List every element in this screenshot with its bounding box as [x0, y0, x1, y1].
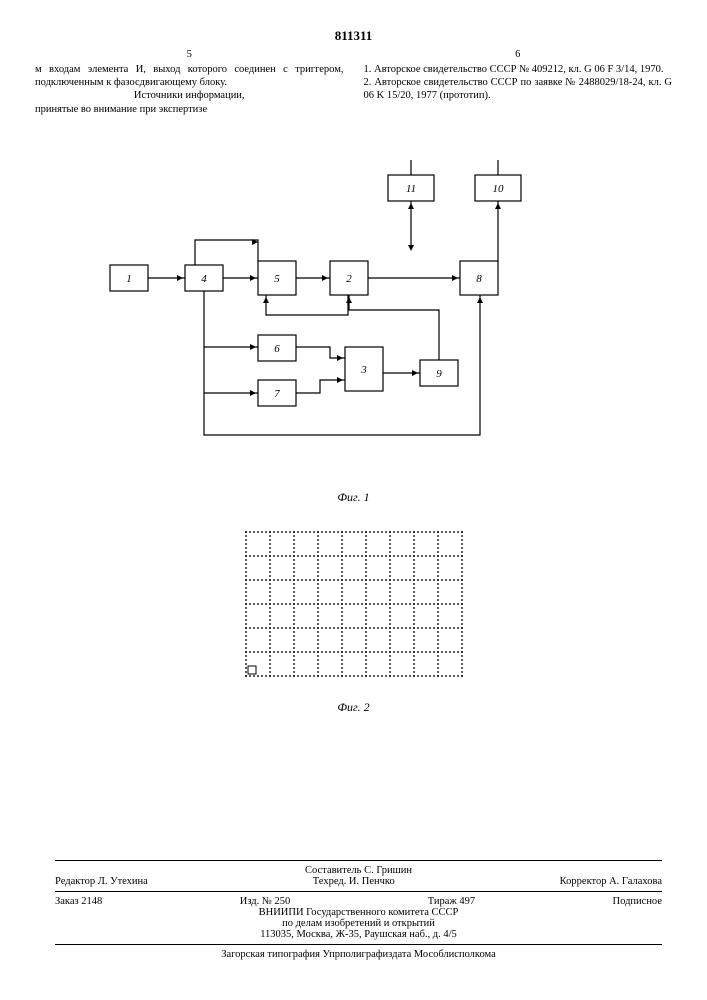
footer-block: Составитель С. Гришин Редактор Л. Утехин…	[55, 856, 662, 960]
footer-typography: Загорская типография Упрполиграфиздата М…	[55, 949, 662, 960]
svg-text:3: 3	[360, 364, 367, 376]
col-num-right: 6	[364, 48, 673, 61]
footer-subscription: Подписное	[613, 896, 662, 907]
document-number: 811311	[335, 28, 373, 44]
fig1-caption: Фиг. 1	[337, 490, 369, 505]
svg-text:4: 4	[201, 273, 207, 285]
left-text: м входам элемента И, выход которого соед…	[35, 64, 344, 88]
footer-compiler: Составитель С. Гришин	[55, 865, 662, 876]
svg-text:9: 9	[436, 368, 442, 380]
footer-edition: Изд. № 250	[240, 896, 291, 907]
footer-tech-editor: Техред. И. Пенчко	[313, 876, 395, 887]
footer-editor: Редактор Л. Утехина	[55, 876, 148, 887]
ref-1: 1. Авторское свидетельство СССР № 409212…	[364, 64, 664, 75]
svg-text:8: 8	[476, 273, 482, 285]
dotted-grid	[244, 530, 464, 678]
svg-text:7: 7	[274, 388, 280, 400]
right-column: 6 1. Авторское свидетельство СССР № 4092…	[364, 48, 673, 116]
footer-order: Заказ 2148	[55, 896, 102, 907]
text-columns: 5 м входам элемента И, выход которого со…	[35, 48, 672, 116]
left-column: 5 м входам элемента И, выход которого со…	[35, 48, 344, 116]
footer-corrector: Корректор А. Галахова	[560, 876, 662, 887]
block-diagram: 1 4 5 2 8 11 10 6 7 3 9	[0, 155, 707, 485]
sources-sub: принятые во внимание при экспертизе	[35, 104, 207, 115]
footer-address: 113035, Москва, Ж-35, Раушская наб., д. …	[55, 929, 662, 940]
footer-print-run: Тираж 497	[428, 896, 475, 907]
footer-org1: ВНИИПИ Государственного комитета СССР	[55, 907, 662, 918]
svg-text:2: 2	[346, 273, 352, 285]
col-num-left: 5	[35, 48, 344, 61]
svg-text:1: 1	[126, 273, 132, 285]
svg-text:5: 5	[274, 273, 280, 285]
ref-2: 2. Авторское свидетельство СССР по заявк…	[364, 77, 673, 101]
fig2-caption: Фиг. 2	[337, 700, 369, 715]
footer-org2: по делам изобретений и открытий	[55, 918, 662, 929]
svg-text:10: 10	[493, 183, 505, 195]
sources-title: Источники информации,	[35, 89, 344, 102]
svg-text:6: 6	[274, 343, 280, 355]
svg-text:11: 11	[406, 183, 416, 195]
